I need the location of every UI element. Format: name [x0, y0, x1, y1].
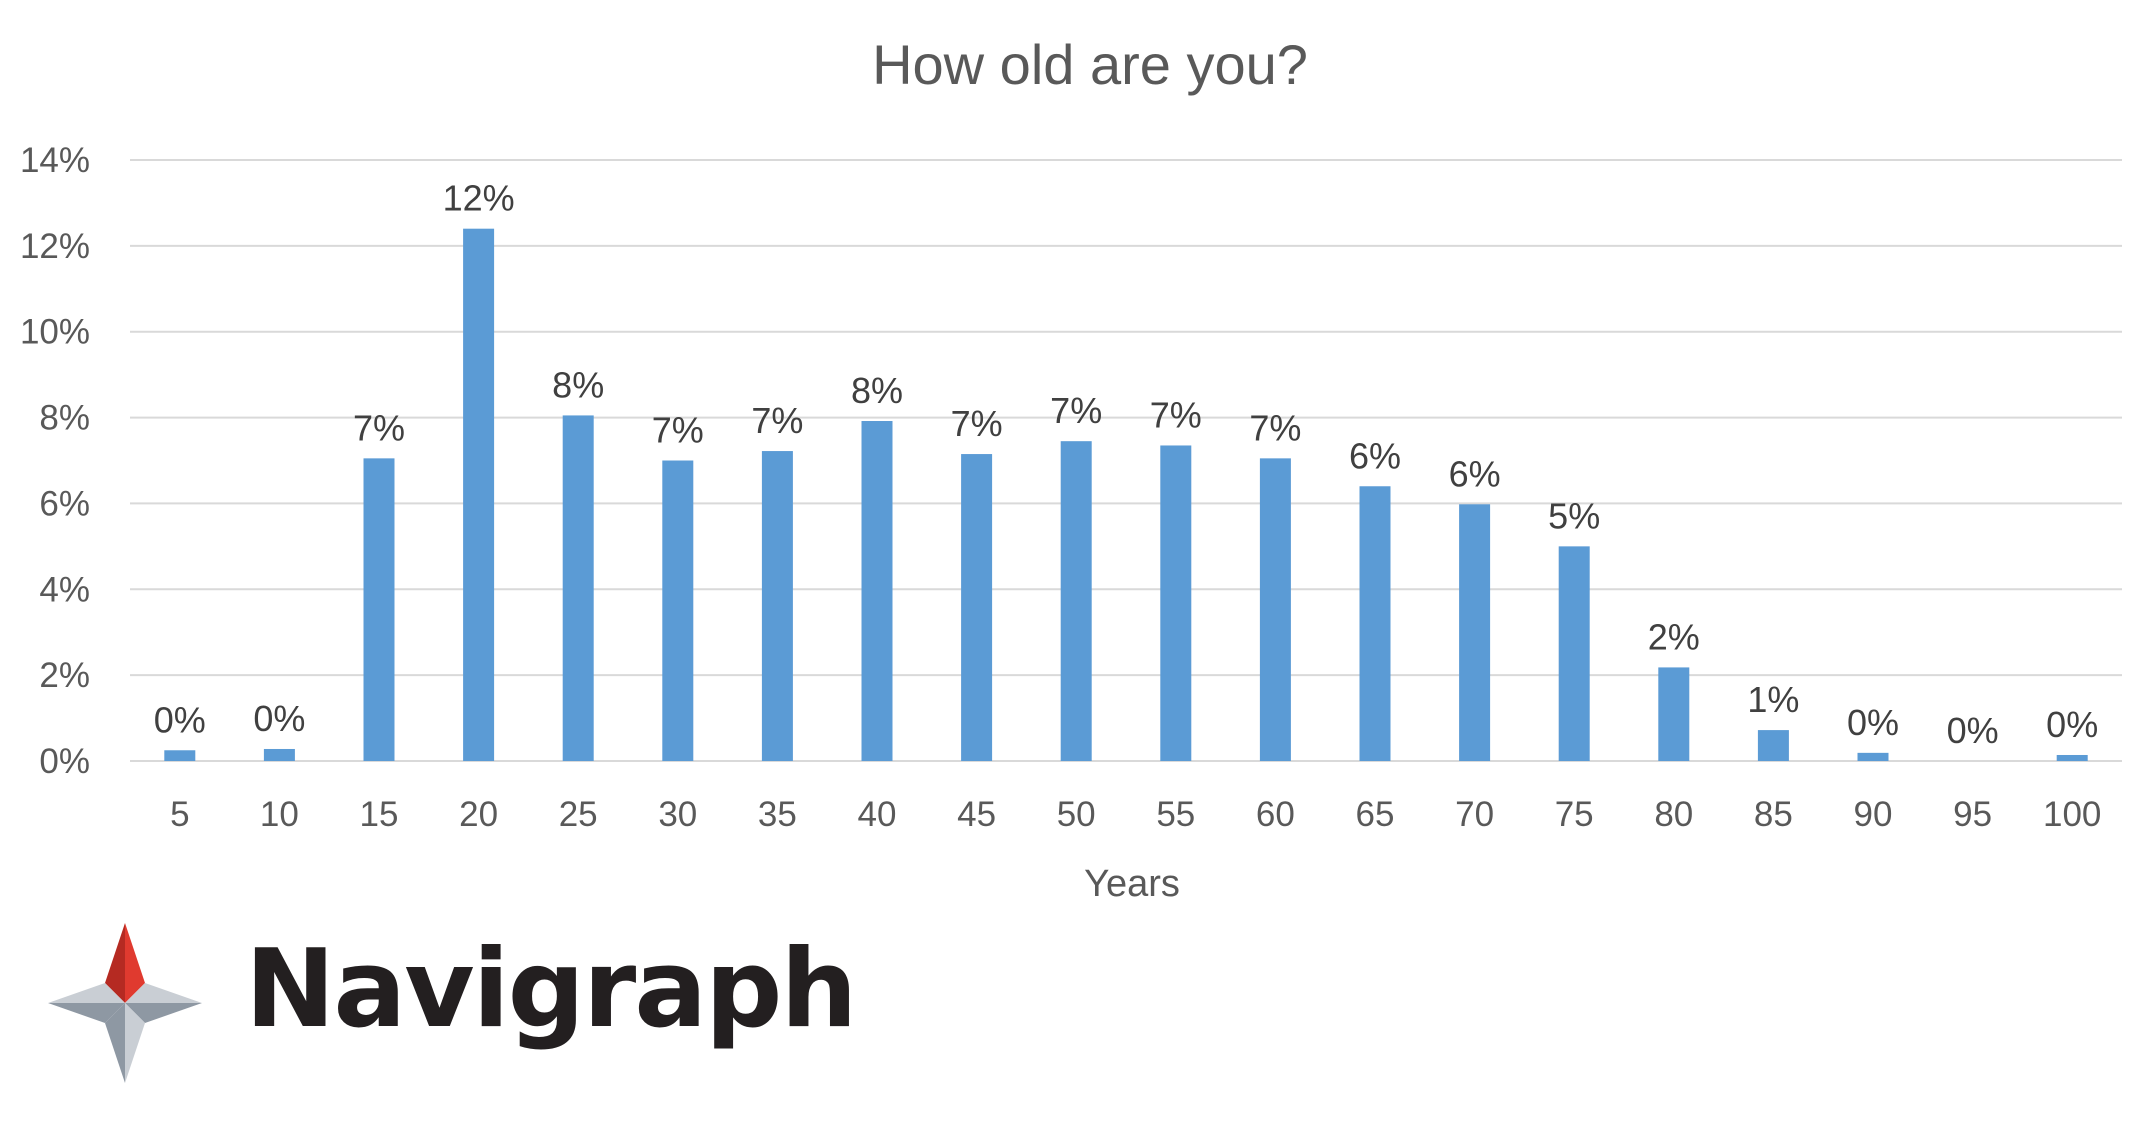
bar	[463, 228, 495, 761]
bars	[164, 228, 2088, 761]
x-tick-label: 30	[658, 795, 697, 834]
bar	[2056, 754, 2088, 761]
data-label: 1%	[1747, 679, 1799, 720]
bar	[1160, 445, 1192, 761]
x-tick-label: 50	[1057, 795, 1096, 834]
x-tick-label: 60	[1256, 795, 1295, 834]
navigraph-logo: Navigraph	[40, 918, 857, 1088]
data-label: 0%	[154, 699, 206, 740]
data-label: 12%	[443, 178, 515, 219]
x-tick-label: 25	[559, 795, 598, 834]
x-tick-label: 75	[1555, 795, 1594, 834]
y-tick-label: 0%	[39, 742, 90, 781]
data-label: 0%	[2046, 704, 2098, 745]
x-tick-label: 15	[360, 795, 399, 834]
y-tick-label: 12%	[20, 227, 90, 266]
x-tick-label: 45	[957, 795, 996, 834]
bar	[164, 750, 196, 761]
chart-title: How old are you?	[872, 33, 1308, 96]
y-tick-label: 8%	[39, 399, 90, 438]
navigraph-logo-text: Navigraph	[245, 927, 857, 1052]
bar	[263, 748, 295, 761]
data-label: 0%	[253, 698, 305, 739]
data-label: 7%	[353, 407, 405, 448]
x-tick-label: 55	[1156, 795, 1195, 834]
data-label: 7%	[1050, 390, 1102, 431]
bar	[1459, 504, 1491, 761]
data-label: 7%	[1150, 394, 1202, 435]
x-tick-label: 85	[1754, 795, 1793, 834]
data-label: 6%	[1449, 453, 1501, 494]
data-label: 5%	[1548, 495, 1600, 536]
data-labels: 0% 0% 7% 12% 8% 7% 7% 8% 7% 7% 7% 7% 6% 6% 5% 2% 1% 0% 0% 0…	[154, 178, 2098, 751]
bar	[961, 454, 993, 761]
data-label: 7%	[951, 403, 1003, 444]
x-tick-label: 95	[1953, 795, 1992, 834]
bar	[562, 415, 594, 761]
data-label: 0%	[1847, 702, 1899, 743]
x-tick-label: 90	[1854, 795, 1893, 834]
bar	[1259, 458, 1291, 761]
bar	[1857, 752, 1889, 761]
grid-lines	[130, 159, 2122, 762]
data-label: 8%	[552, 364, 604, 405]
data-label: 7%	[751, 400, 803, 441]
bar	[662, 460, 694, 761]
x-axis-ticks: 5 10 15 20 25 30 35 40 45 50 55 60 65 70 75 80 85 90 95 100	[170, 795, 2101, 834]
x-tick-label: 10	[260, 795, 299, 834]
y-tick-label: 10%	[20, 313, 90, 352]
data-label: 7%	[652, 410, 704, 451]
bar	[1558, 546, 1590, 761]
y-axis-ticks: 0% 2% 4% 6% 8% 10% 12% 14%	[20, 141, 90, 781]
y-tick-label: 4%	[39, 570, 90, 609]
y-tick-label: 6%	[39, 484, 90, 523]
bar	[1060, 441, 1092, 761]
data-label: 7%	[1249, 407, 1301, 448]
x-tick-label: 80	[1654, 795, 1693, 834]
data-label: 6%	[1349, 435, 1401, 476]
bar	[363, 458, 395, 761]
x-tick-label: 70	[1455, 795, 1494, 834]
y-tick-label: 14%	[20, 141, 90, 180]
x-tick-label: 100	[2043, 795, 2101, 834]
x-tick-label: 5	[170, 795, 189, 834]
x-tick-label: 40	[858, 795, 897, 834]
bar	[861, 421, 893, 761]
data-label: 8%	[851, 370, 903, 411]
x-tick-label: 65	[1356, 795, 1395, 834]
bar	[1658, 667, 1690, 761]
x-axis-label: Years	[1084, 863, 1180, 905]
navigraph-compass-star-icon	[48, 923, 202, 1083]
data-label: 0%	[1947, 710, 1999, 751]
y-tick-label: 2%	[39, 656, 90, 695]
bar	[1757, 730, 1789, 761]
bar	[761, 451, 793, 761]
bar	[1359, 486, 1391, 761]
x-tick-label: 35	[758, 795, 797, 834]
x-tick-label: 20	[459, 795, 498, 834]
data-label: 2%	[1648, 616, 1700, 657]
